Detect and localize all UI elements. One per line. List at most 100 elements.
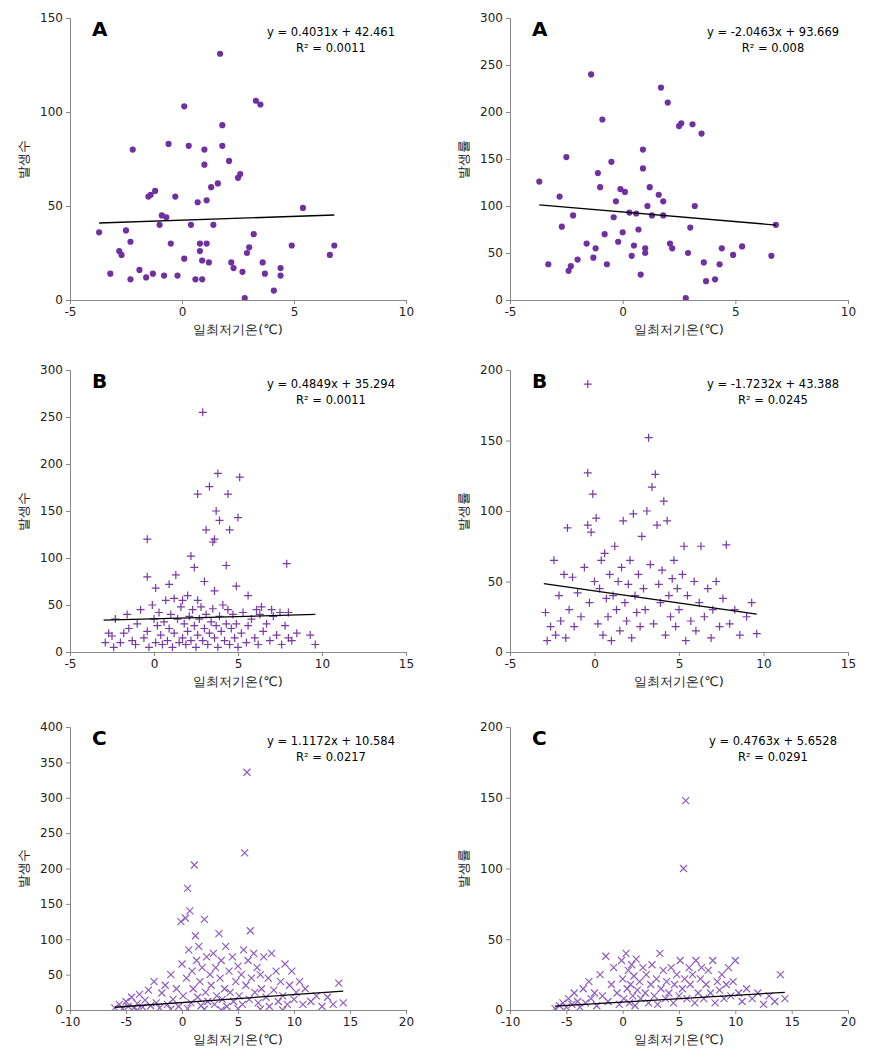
point [175,1003,182,1010]
y-tick-mark [66,762,70,763]
point [251,989,258,996]
y-tick: 300 [40,791,70,805]
point [214,469,222,477]
point [200,578,208,586]
x-tick-label: 10 [841,305,856,319]
point [216,612,224,620]
x-tick: 0 [151,652,159,671]
point [660,967,667,974]
annotation: y = -2.0463x + 93.669 [707,25,839,39]
x-tick-mark [406,1010,407,1014]
x-tick: 5 [235,652,243,671]
x-tick-label: 0 [591,657,599,671]
x-tick: 10 [315,652,330,671]
point [155,609,163,617]
point [731,606,739,614]
point [670,999,677,1006]
y-tick-mark [506,18,510,19]
point [698,131,704,137]
x-tick-label: 5 [235,1015,243,1029]
y-tick-mark [66,464,70,465]
point [260,953,267,960]
y-tick-mark [66,904,70,905]
x-tick: 15 [399,652,414,671]
point [238,971,245,978]
point [177,603,185,611]
point [182,915,189,922]
y-tick-mark [66,652,70,653]
point [672,623,680,631]
point [645,434,653,442]
point [190,563,198,571]
y-tick-mark [506,159,510,160]
point [183,975,190,982]
x-tick-label: 5 [291,305,299,319]
point [227,625,235,633]
x-tick-label: 5 [676,1015,684,1029]
point [152,188,158,194]
point [163,214,169,220]
point [190,622,198,630]
point [633,609,641,617]
point [283,560,291,568]
x-tick-label: 10 [287,1015,302,1029]
point [219,122,225,128]
point [226,640,234,648]
trendline [99,215,334,223]
y-tick-mark [506,253,510,254]
point [619,517,627,525]
point [570,623,578,631]
x-tick-label: -5 [65,657,77,671]
x-tick: 15 [841,652,856,671]
point [268,950,275,957]
point [111,615,119,623]
point [259,627,267,635]
x-tick-label: -5 [505,657,517,671]
x-tick-label: 15 [785,1015,800,1029]
point [268,606,276,614]
y-tick: 250 [40,410,70,424]
point [296,978,303,985]
point [641,606,649,614]
point [262,271,268,277]
point [234,514,242,522]
panel: -50510050100150200250300Ay = -2.0463x + … [456,11,856,337]
point [692,627,700,635]
y-axis-title: 발생률 [456,140,471,179]
point [647,184,653,190]
x-tick: -5 [65,300,77,319]
x-tick: -10 [501,1010,521,1029]
point [201,147,207,153]
y-tick-mark [506,939,510,940]
point [651,992,658,999]
point [234,643,242,651]
plot-area [101,408,319,651]
point [167,1006,174,1010]
point [611,214,617,220]
point [248,975,255,982]
y-axis-title: 발생수 [16,140,31,179]
point [777,971,784,978]
point [324,994,331,1001]
point [242,295,248,300]
point [686,964,693,971]
point [781,995,788,1002]
x-tick-mark [406,652,407,656]
point [201,1006,208,1010]
y-tick-mark [66,727,70,728]
point [559,224,565,230]
y-tick-mark [506,370,510,371]
y-tick: 50 [488,575,510,589]
x-axis-title: 일최저기온(℃) [193,674,283,689]
annotation: y = 0.4849x + 35.294 [267,377,395,391]
y-tick-label: 50 [48,598,63,612]
y-tick-mark [66,417,70,418]
point [250,950,257,957]
y-tick-label: 100 [480,862,503,876]
point [158,990,165,997]
point [193,957,200,964]
point [663,517,671,525]
y-tick-label: 400 [40,720,63,734]
x-axis-line [511,653,849,657]
point [635,226,641,232]
